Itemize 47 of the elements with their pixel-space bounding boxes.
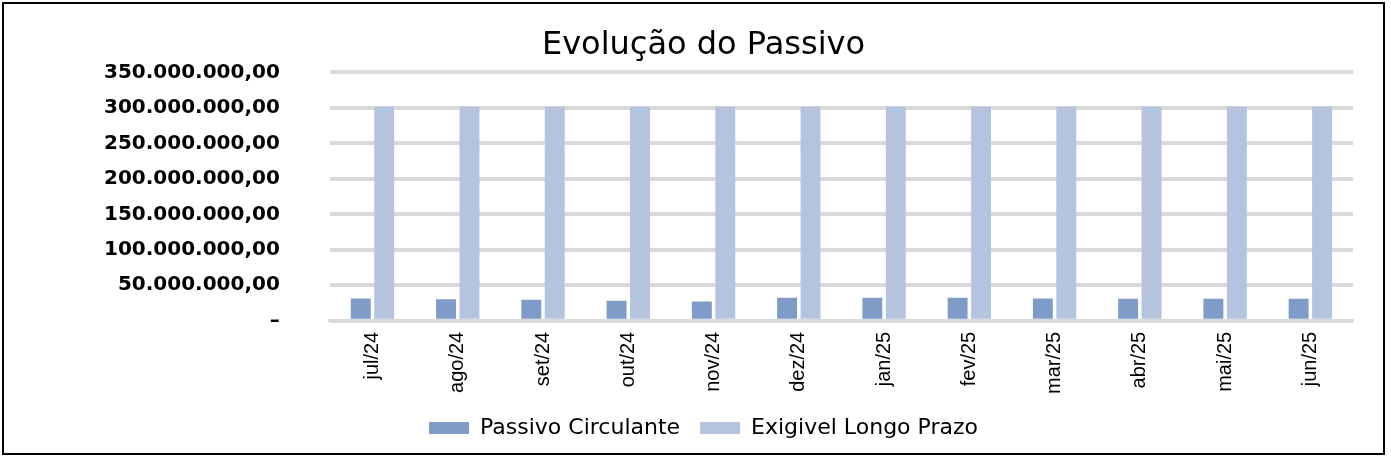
x-tick-label: ago/24 bbox=[445, 331, 468, 393]
y-tick-label: 250.000.000,00 bbox=[103, 129, 280, 154]
bar bbox=[800, 106, 821, 319]
bar bbox=[630, 106, 650, 319]
bar bbox=[1118, 298, 1139, 319]
bar bbox=[521, 299, 542, 319]
bar bbox=[777, 297, 798, 319]
bar bbox=[691, 301, 712, 319]
x-tick-label: mar/25 bbox=[1042, 331, 1065, 394]
bar bbox=[1203, 298, 1224, 319]
x-tick-label: nov/24 bbox=[701, 331, 724, 392]
bar bbox=[947, 297, 968, 319]
x-tick-label: fev/25 bbox=[956, 331, 979, 387]
y-tick-label: 200.000.000,00 bbox=[103, 165, 280, 190]
bar bbox=[606, 300, 627, 319]
bar bbox=[862, 297, 883, 319]
x-tick-label: dez/24 bbox=[786, 331, 809, 392]
legend-label: Exigivel Longo Prazo bbox=[751, 413, 978, 439]
bar bbox=[459, 106, 480, 319]
y-tick-label: – bbox=[269, 306, 280, 331]
x-tick-label: jul/24 bbox=[360, 331, 383, 381]
bar bbox=[436, 299, 456, 319]
bar bbox=[1141, 106, 1162, 319]
y-tick-label: 300.000.000,00 bbox=[103, 94, 280, 119]
y-tick-label: 150.000.000,00 bbox=[103, 200, 280, 225]
chart-title: Evolução do Passivo bbox=[541, 23, 866, 62]
x-tick-label: set/24 bbox=[530, 331, 553, 387]
y-tick-label: 350.000.000,00 bbox=[103, 58, 280, 83]
x-tick-label: jun/25 bbox=[1297, 331, 1320, 388]
bar bbox=[885, 106, 906, 319]
bar bbox=[1056, 106, 1077, 319]
x-tick-label: out/24 bbox=[615, 331, 638, 388]
bar bbox=[1032, 298, 1053, 319]
bar bbox=[1312, 106, 1333, 319]
bar bbox=[1288, 298, 1309, 319]
bar bbox=[374, 106, 395, 319]
bar bbox=[350, 298, 371, 319]
y-tick-label: 100.000.000,00 bbox=[103, 236, 280, 260]
x-tick-label: jan/25 bbox=[871, 331, 894, 388]
x-tick-label: mai/25 bbox=[1212, 331, 1235, 392]
legend-label: Passivo Circulante bbox=[480, 413, 681, 439]
bar bbox=[544, 106, 565, 319]
bar bbox=[1226, 106, 1247, 319]
bar bbox=[715, 106, 736, 319]
bar bbox=[971, 106, 992, 319]
y-tick-label: 50.000.000,00 bbox=[117, 271, 280, 296]
x-tick-label: abr/25 bbox=[1127, 331, 1150, 389]
